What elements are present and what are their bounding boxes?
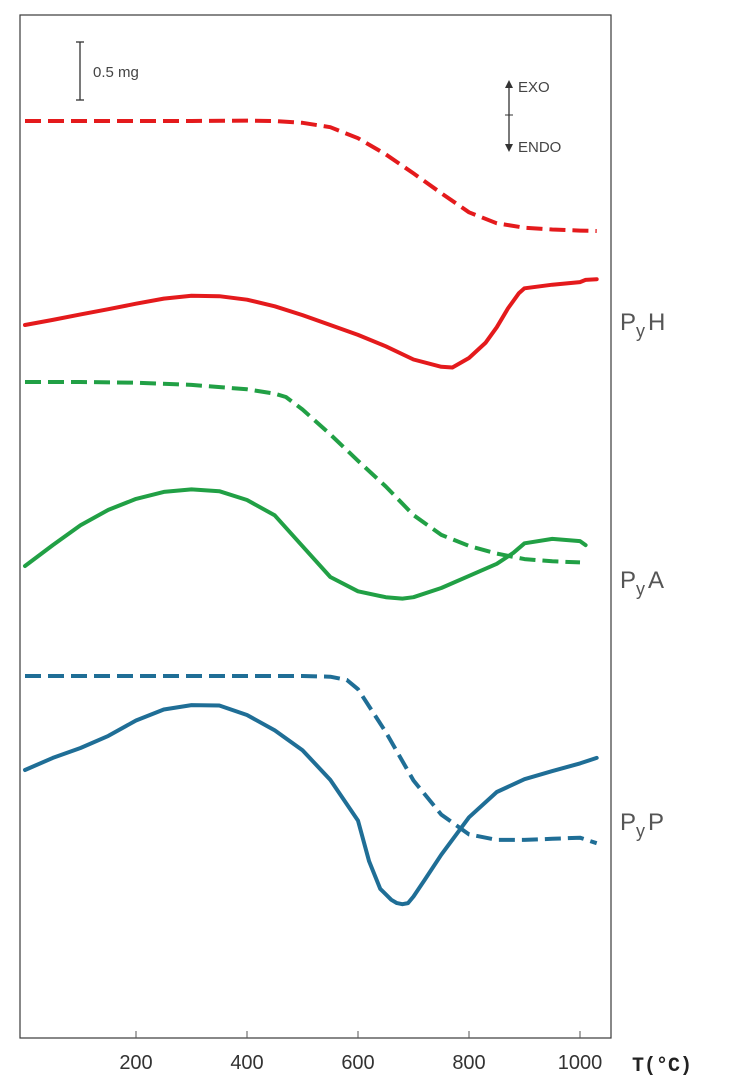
scale-bar-label: 0.5 mg [93,64,139,81]
x-tick-label: 600 [341,1052,374,1074]
x-tick-label: 800 [452,1052,485,1074]
sample-label-pya: Py A [620,567,664,599]
exo-endo-indicator: EXO ENDO [505,79,561,156]
series-pyh-dashed [25,118,597,233]
sample-labels: Py H Py A Py P [620,309,665,841]
exo-label: EXO [518,79,550,96]
sample-label-pyh: Py H [620,309,665,341]
sample-label-pyp: Py P [620,809,664,841]
x-axis-ticks: 200 400 600 800 1000 [119,1031,602,1074]
series-pyp-dashed [25,674,598,846]
x-tick-label: 1000 [558,1052,603,1074]
series-pyh-solid [23,277,599,370]
plot-frame [19,14,612,1039]
x-axis-title: T(°C) [632,1055,692,1078]
series-pya-dashed [25,380,581,565]
scale-bar: 0.5 mg [76,41,139,101]
endo-label: ENDO [518,139,561,156]
series-pya-solid [23,487,588,601]
x-tick-label: 200 [119,1052,152,1074]
series-pyp-solid [23,703,599,907]
curves [23,118,599,907]
x-tick-label: 400 [230,1052,263,1074]
